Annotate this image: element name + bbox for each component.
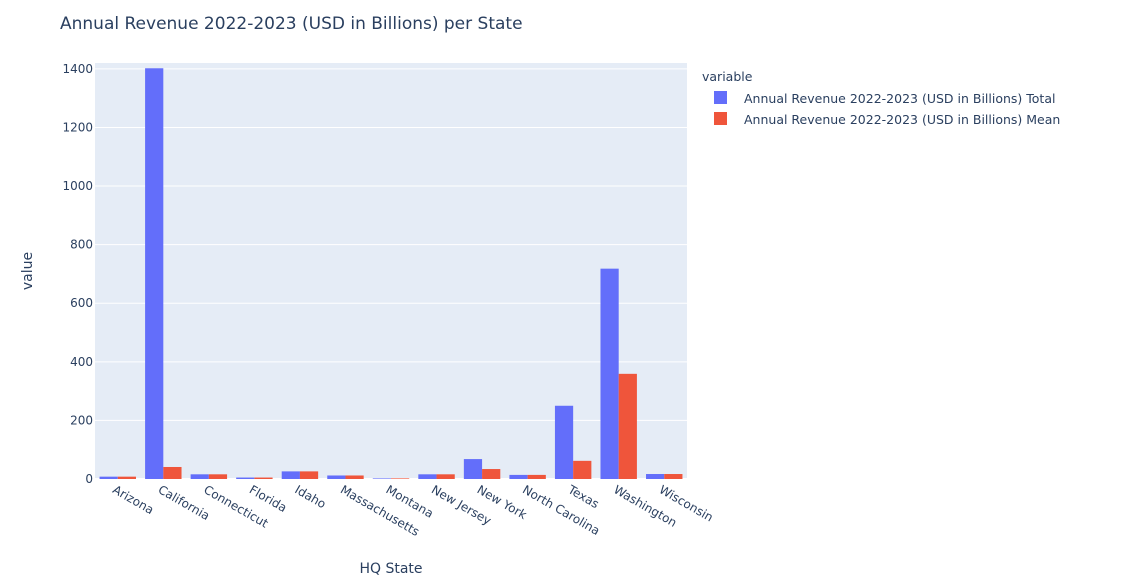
x-tick-label: North Carolina [520, 482, 602, 537]
bar-total-arizona[interactable] [99, 476, 118, 479]
bar-total-washington[interactable] [600, 268, 619, 479]
y-tick-labels: 0 200 400 600 800 1000 1200 1400 [62, 62, 93, 486]
bar-mean-massachusetts[interactable] [345, 475, 364, 479]
legend-item-mean[interactable]: Annual Revenue 2022-2023 (USD in Billion… [714, 112, 1060, 127]
x-tick-label: Arizona [110, 482, 156, 517]
plot-area [95, 63, 687, 479]
bar-mean-new-york[interactable] [482, 469, 501, 479]
bar-total-texas[interactable] [554, 405, 574, 479]
bar-total-montana[interactable] [372, 478, 391, 479]
y-axis-title: value [20, 252, 36, 290]
y-tick-label: 200 [70, 413, 93, 427]
bars [99, 68, 683, 480]
x-tick-label: Idaho [292, 482, 328, 511]
y-tick-label: 1200 [62, 120, 93, 134]
bar-total-new-jersey[interactable] [418, 474, 437, 479]
legend-label-mean: Annual Revenue 2022-2023 (USD in Billion… [744, 112, 1060, 127]
y-tick-label: 1400 [62, 62, 93, 76]
y-tick-label: 600 [70, 296, 93, 310]
bar-mean-california[interactable] [163, 466, 182, 479]
legend-title: variable [702, 69, 753, 84]
bar-mean-texas[interactable] [573, 460, 592, 479]
bar-mean-montana[interactable] [391, 478, 410, 479]
y-tick-label: 1000 [62, 179, 93, 193]
y-tick-label: 400 [70, 355, 93, 369]
bar-total-new-york[interactable] [463, 459, 483, 479]
chart-title: Annual Revenue 2022-2023 (USD in Billion… [60, 14, 523, 34]
bar-mean-new-jersey[interactable] [436, 474, 455, 479]
x-axis-title: HQ State [359, 561, 422, 577]
x-tick-label: Massachusetts [338, 482, 422, 538]
bar-mean-florida[interactable] [254, 477, 273, 479]
y-tick-label: 800 [70, 238, 93, 252]
bar-mean-wisconsin[interactable] [664, 474, 683, 479]
bar-total-florida[interactable] [236, 477, 255, 479]
bar-total-north-carolina[interactable] [509, 474, 528, 479]
bar-mean-washington[interactable] [618, 373, 637, 479]
legend-swatch-mean [714, 112, 727, 125]
bar-mean-north-carolina[interactable] [527, 474, 546, 479]
legend-item-total[interactable]: Annual Revenue 2022-2023 (USD in Billion… [714, 91, 1055, 106]
bar-total-massachusetts[interactable] [327, 475, 346, 479]
y-tick-label: 0 [85, 472, 93, 486]
legend-label-total: Annual Revenue 2022-2023 (USD in Billion… [744, 91, 1055, 106]
bar-total-wisconsin[interactable] [646, 474, 665, 479]
bar-total-connecticut[interactable] [190, 474, 209, 479]
bar-mean-connecticut[interactable] [208, 474, 228, 479]
bar-total-california[interactable] [145, 68, 164, 480]
bar-mean-arizona[interactable] [117, 476, 136, 479]
legend-swatch-total [714, 91, 727, 104]
bar-mean-idaho[interactable] [299, 471, 319, 479]
legend[interactable]: variable Annual Revenue 2022-2023 (USD i… [702, 69, 1060, 127]
bar-total-idaho[interactable] [281, 471, 300, 479]
